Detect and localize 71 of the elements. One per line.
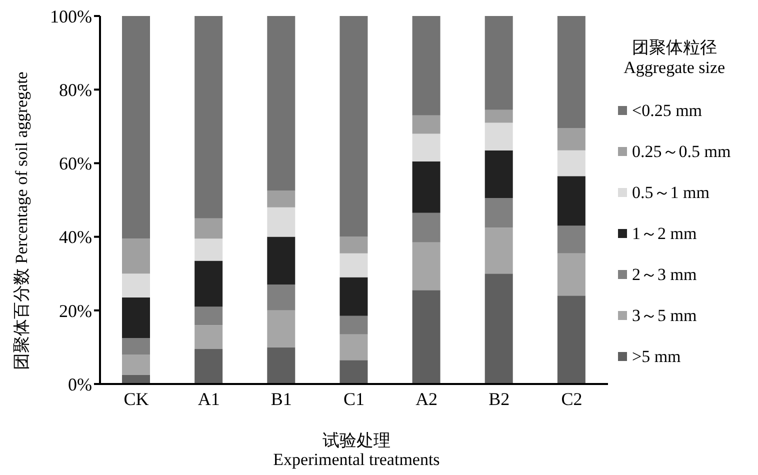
y-tick-label: 40% (59, 227, 92, 248)
bar (122, 238, 150, 274)
legend-label: 0.5～1 mm (632, 182, 710, 204)
bar (267, 347, 296, 384)
bar (340, 16, 368, 237)
bar (267, 207, 296, 237)
bar (557, 16, 586, 128)
bar (557, 176, 586, 226)
x-axis-title: 试验处理 Experimental treatments (272, 431, 441, 469)
bar (194, 306, 223, 326)
bar (194, 349, 223, 384)
bar (412, 212, 440, 242)
bar (557, 296, 586, 384)
bar (122, 354, 150, 375)
bar (557, 253, 586, 296)
bar (194, 218, 223, 239)
y-axis-title: 团聚体百分数 Percentage of soil aggregate (12, 72, 32, 370)
legend-label: 3～5 mm (632, 305, 697, 327)
legend-label: >5 mm (632, 346, 681, 366)
x-tick-label: C2 (561, 388, 582, 409)
bar (122, 274, 150, 298)
bar (484, 110, 513, 123)
bar (194, 16, 223, 218)
bar (122, 298, 150, 338)
bar (557, 128, 586, 150)
y-tick-label: 0% (68, 374, 92, 394)
bar (484, 274, 513, 384)
y-tick-label: 100% (50, 6, 92, 26)
bar (484, 198, 513, 228)
bar (412, 290, 440, 384)
y-tick-label: 80% (59, 80, 92, 100)
x-tick-label: C1 (343, 388, 365, 409)
bar (194, 238, 223, 261)
x-tick-label: A2 (416, 388, 438, 409)
bar (412, 115, 440, 134)
bar (340, 253, 368, 278)
bar (194, 260, 223, 307)
x-tick-label: CK (124, 388, 149, 409)
bar (340, 236, 368, 254)
bar (484, 16, 513, 110)
bar (194, 325, 223, 350)
bar (412, 16, 440, 116)
bar (267, 236, 296, 285)
legend-title: 团聚体粒径 Aggregate size (622, 38, 726, 78)
bar (557, 150, 586, 176)
x-tick-label: B1 (270, 388, 292, 409)
bar (484, 122, 513, 150)
bar (484, 150, 513, 198)
y-tick-label: 60% (59, 154, 92, 174)
bar (412, 134, 440, 162)
bar (557, 226, 586, 254)
x-tick-label: B2 (488, 388, 510, 409)
bar (267, 190, 296, 208)
bar (122, 16, 150, 239)
bar (340, 360, 368, 384)
legend-label: 0.25～0.5 mm (632, 141, 731, 163)
legend-label: 1～2 mm (632, 223, 697, 245)
bar (412, 242, 440, 290)
legend-label: 2～3 mm (632, 264, 697, 286)
x-tick-label: A1 (198, 388, 220, 409)
bar (122, 338, 150, 355)
y-tick-label: 20% (59, 300, 92, 321)
bar (340, 316, 368, 334)
bar (267, 310, 296, 348)
bar (340, 277, 368, 316)
bar (412, 161, 440, 213)
bar (267, 284, 296, 310)
bar (340, 334, 368, 360)
bar (484, 228, 513, 274)
bar (267, 16, 296, 191)
legend-label: <0.25 mm (632, 100, 702, 120)
